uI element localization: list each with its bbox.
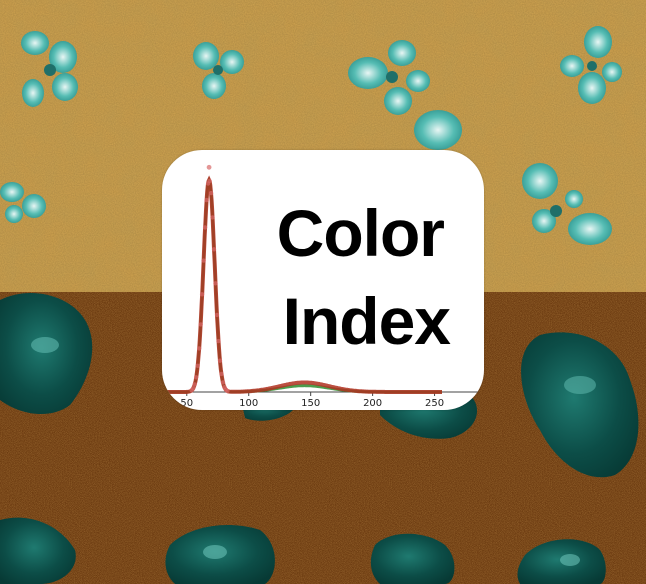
histogram-point — [195, 363, 200, 368]
histogram-point — [207, 178, 212, 184]
title-line-index: Index — [282, 284, 451, 358]
plant-group-dark — [0, 292, 639, 584]
histogram-point — [191, 386, 196, 391]
seedling-group-light — [0, 26, 622, 245]
title-line-color: Color — [276, 196, 445, 270]
x-tick-label-100: 100 — [239, 398, 258, 409]
histogram-point — [211, 247, 217, 252]
histogram-point — [219, 371, 224, 377]
histogram-point — [197, 346, 202, 351]
histogram-point — [214, 312, 220, 318]
histogram-point — [208, 190, 214, 196]
histogram-point — [198, 322, 203, 327]
histogram-point — [213, 281, 218, 286]
histogram-chart: 50 100 150 200 250 — [162, 164, 484, 409]
histogram-point-outlier — [206, 164, 212, 170]
histogram-point — [199, 292, 205, 297]
histogram-point — [192, 382, 197, 387]
histogram-point — [194, 375, 199, 380]
x-tick-label-50: 50 — [180, 398, 193, 409]
histogram-point — [204, 197, 209, 203]
histogram-point — [202, 225, 208, 230]
histogram-point — [225, 388, 230, 394]
histogram-point — [217, 358, 223, 363]
histogram-point — [216, 338, 221, 344]
histogram-point — [210, 215, 215, 220]
title-card: 50 100 150 200 250 Color Index — [162, 150, 484, 410]
x-tick-label-250: 250 — [425, 398, 444, 409]
histogram-point — [201, 258, 206, 263]
histogram-point — [220, 380, 226, 385]
x-tick-label-200: 200 — [363, 398, 382, 409]
x-tick-label-150: 150 — [301, 398, 320, 409]
